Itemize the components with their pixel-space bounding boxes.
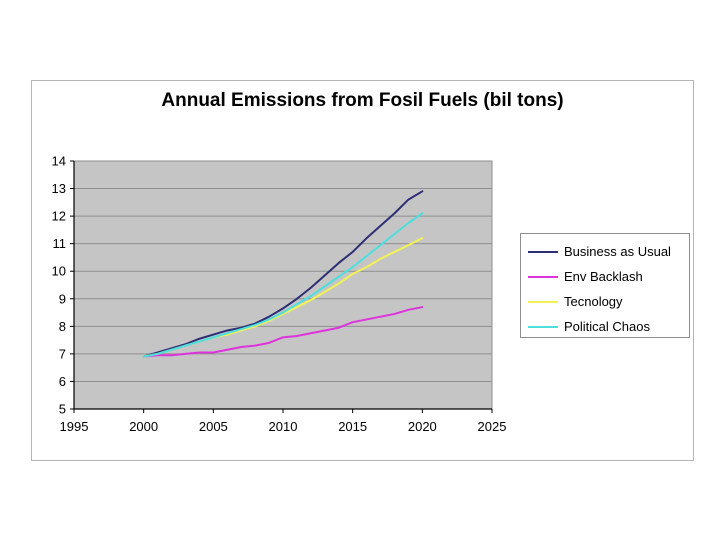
legend-label: Political Chaos [564,319,650,334]
x-axis-tick-label: 2020 [408,419,437,434]
y-axis-tick-label: 13 [52,181,66,196]
y-axis-tick-label: 8 [59,319,66,334]
legend-item: Business as Usual [521,239,689,264]
legend-swatch-line [528,275,558,278]
x-axis-tick-label: 2015 [338,419,367,434]
x-axis-tick-label: 1995 [60,419,89,434]
plot-area [73,160,493,410]
legend-item: Env Backlash [521,264,689,289]
y-axis-tick-label: 6 [59,374,66,389]
y-axis-tick-label: 5 [59,402,66,417]
legend-swatch-line [528,325,558,328]
series-line-env-backlash [142,306,424,358]
legend-label: Env Backlash [564,269,643,284]
y-axis-tick-label: 11 [53,236,67,251]
x-axis-tick-label: 2000 [129,419,158,434]
chart-legend: Business as Usual Env Backlash Tecnology Po… [520,233,690,338]
y-axis-tick-label: 7 [59,346,66,361]
y-axis-tick-label: 10 [52,264,66,279]
x-axis-tick-label: 2010 [269,419,298,434]
legend-label: Tecnology [564,294,623,309]
series-line-business-as-usual [142,190,424,358]
chart-title: Annual Emissions from Fosil Fuels (bil t… [161,90,564,111]
legend-label: Business as Usual [564,244,671,259]
series-line-political-chaos [142,212,424,358]
legend-item: Political Chaos [521,314,689,339]
x-axis-tick-label: 2005 [199,419,228,434]
x-axis-tick-label: 2025 [478,419,507,434]
legend-swatch-line [528,250,558,253]
legend-item: Tecnology [521,289,689,314]
y-axis-tick-label: 9 [59,291,66,306]
legend-swatch-line [528,300,558,303]
y-axis-tick-label: 14 [52,154,66,169]
y-axis-tick-label: 12 [52,209,66,224]
